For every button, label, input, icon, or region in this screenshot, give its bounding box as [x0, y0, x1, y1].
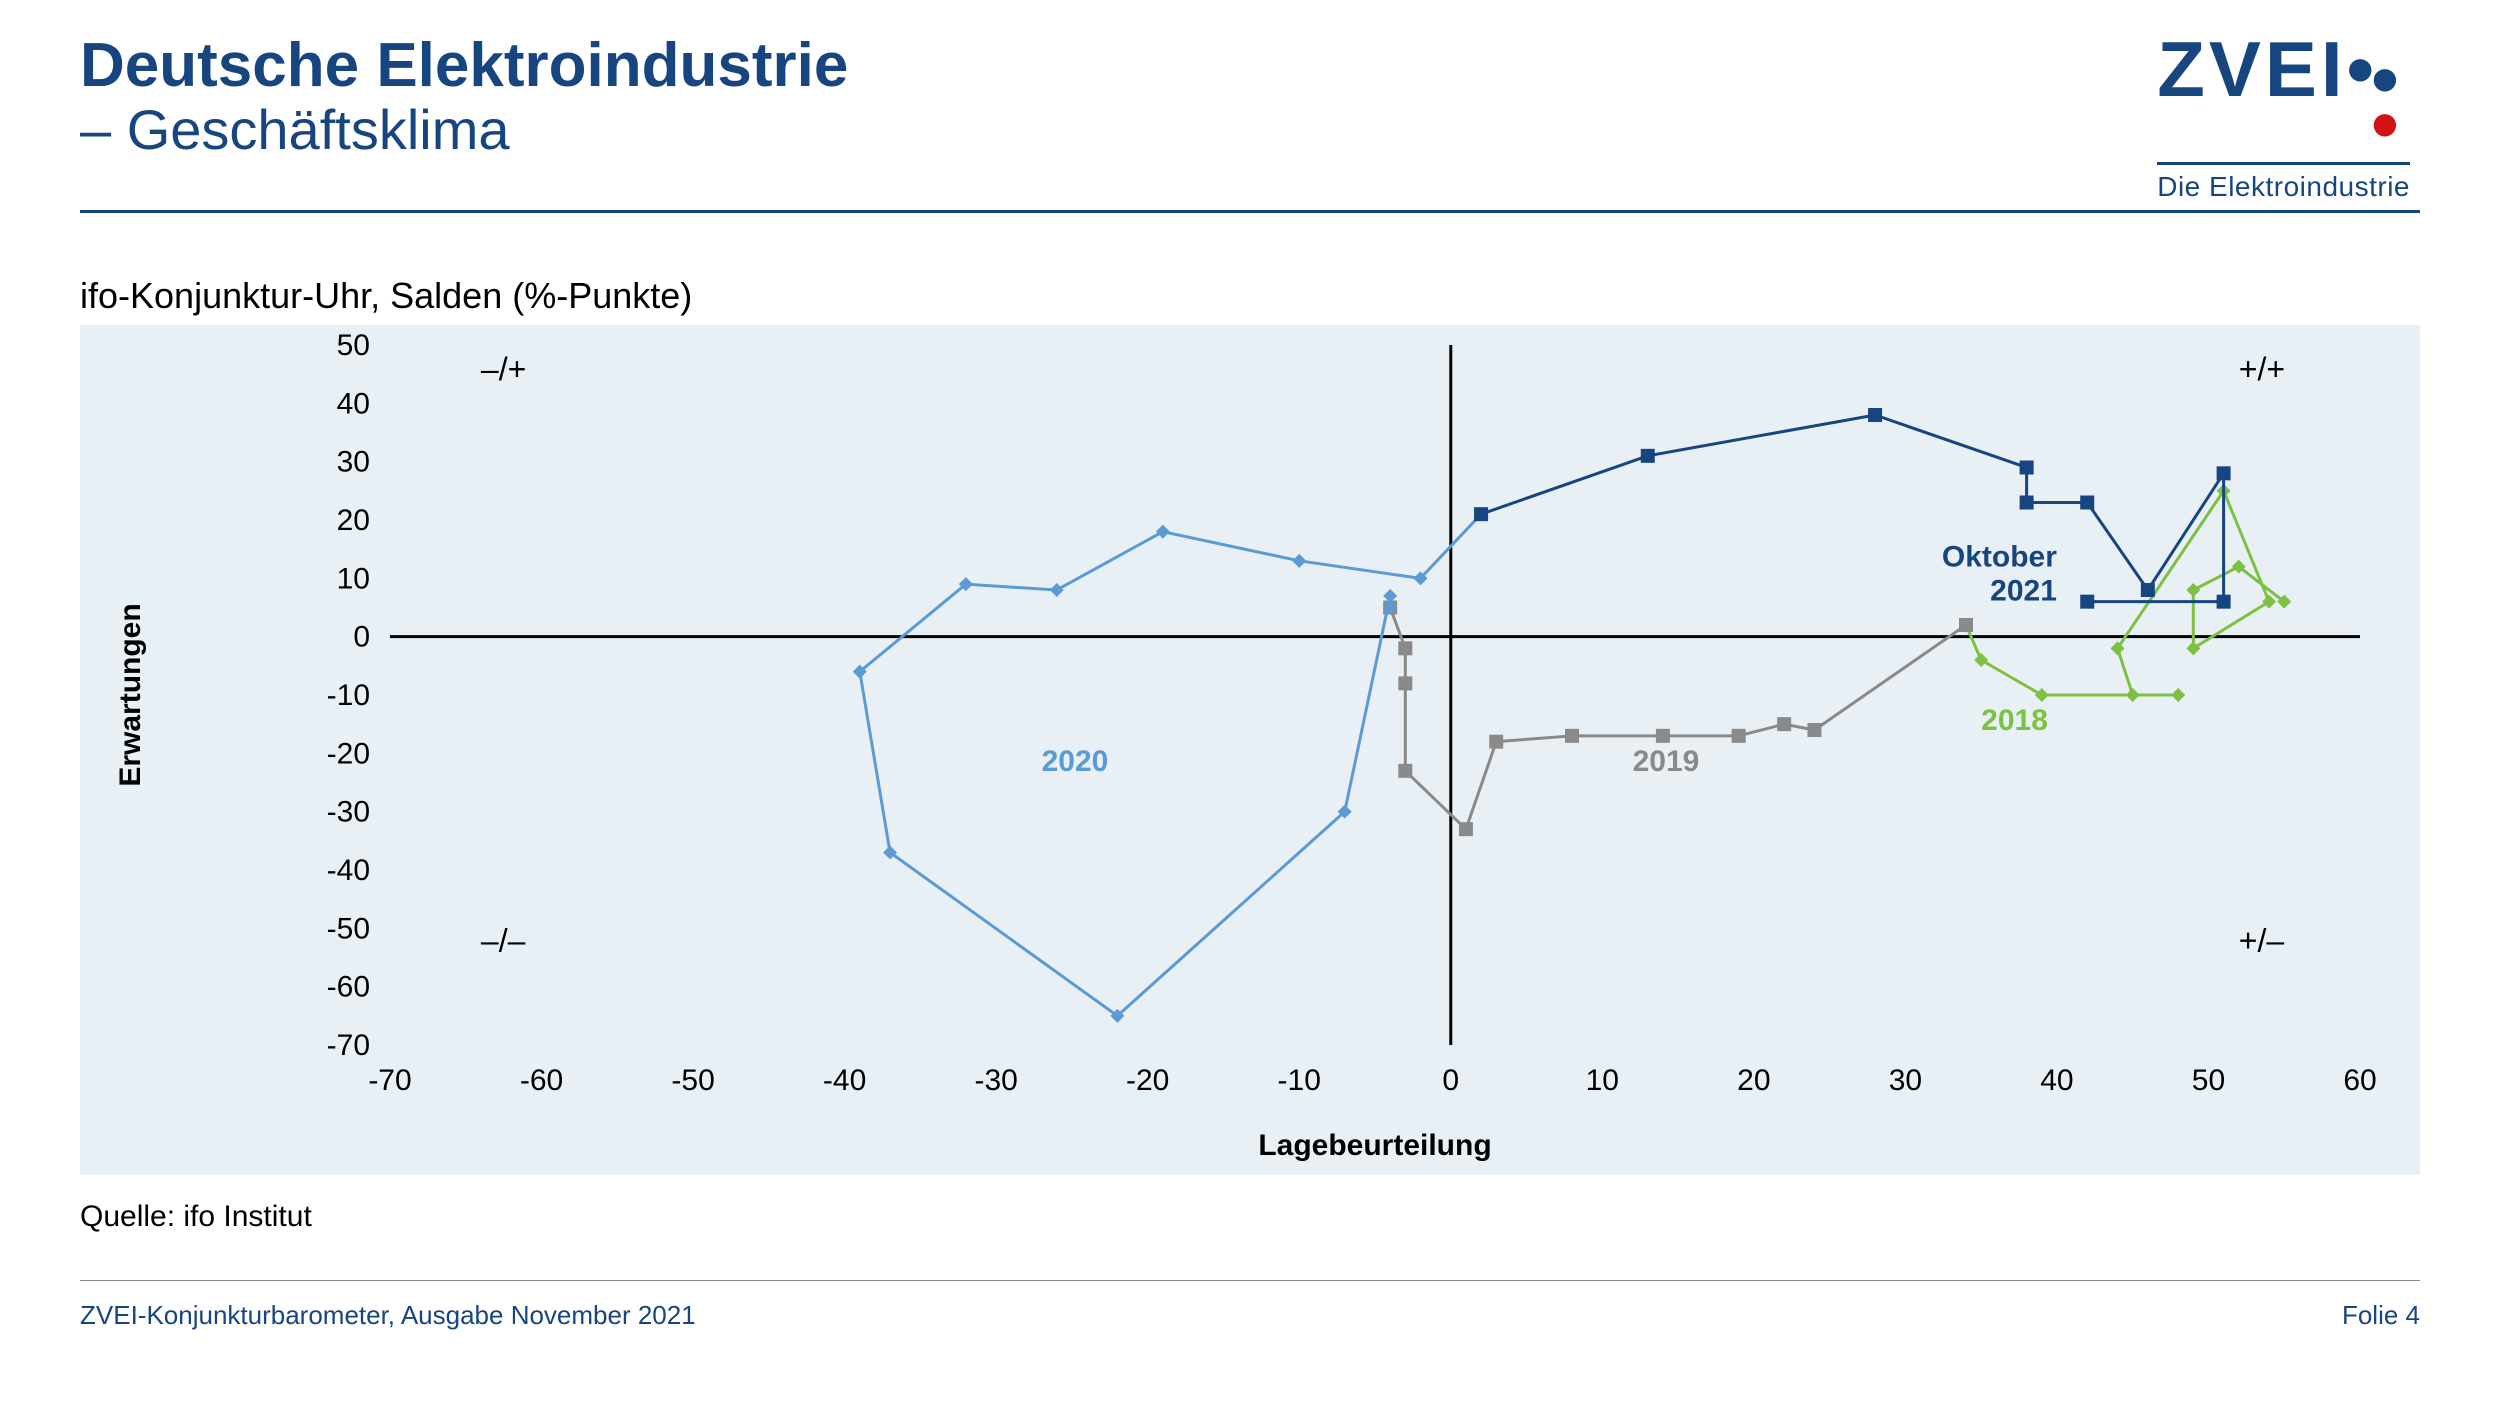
svg-text:-10: -10: [1278, 1064, 1321, 1097]
source-text: Quelle: ifo Institut: [80, 1200, 312, 1234]
svg-text:50: 50: [337, 329, 370, 362]
svg-text:-50: -50: [671, 1064, 714, 1097]
logo-text: ZVEI: [2157, 25, 2346, 113]
title-sub: – Geschäftsklima: [80, 97, 848, 162]
svg-text:Oktober: Oktober: [1942, 541, 2057, 574]
svg-text:-70: -70: [327, 1029, 370, 1062]
svg-text:-10: -10: [327, 679, 370, 712]
svg-text:40: 40: [337, 387, 370, 420]
header-divider: [80, 210, 2420, 213]
svg-text:30: 30: [337, 446, 370, 479]
svg-text:-60: -60: [520, 1064, 563, 1097]
svg-text:-60: -60: [327, 971, 370, 1004]
chart-title: ifo-Konjunktur-Uhr, Salden (%-Punkte): [80, 275, 692, 317]
svg-text:–/+: –/+: [481, 351, 526, 387]
svg-text:2018: 2018: [1981, 704, 2048, 737]
svg-text:30: 30: [1889, 1064, 1922, 1097]
title-main: Deutsche Elektroindustrie: [80, 30, 848, 101]
svg-text:2020: 2020: [1042, 745, 1109, 778]
svg-text:2019: 2019: [1633, 745, 1700, 778]
svg-text:-30: -30: [327, 796, 370, 829]
svg-text:+/–: +/–: [2239, 923, 2285, 959]
svg-text:+/+: +/+: [2239, 351, 2285, 387]
svg-text:-40: -40: [823, 1064, 866, 1097]
svg-text:0: 0: [353, 621, 370, 654]
svg-text:10: 10: [337, 562, 370, 595]
svg-text:60: 60: [2343, 1064, 2376, 1097]
svg-text:Lagebeurteilung: Lagebeurteilung: [1258, 1129, 1491, 1162]
svg-text:2021: 2021: [1990, 575, 2057, 608]
svg-text:-70: -70: [368, 1064, 411, 1097]
chart: -70 -60 -50 -40 -30 -20 -10 0 10 20 30 40 50 -70 -60 -5…: [80, 325, 2420, 1175]
svg-text:Erwartungen: Erwartungen: [114, 603, 147, 786]
logo-subtitle: Die Elektroindustrie: [2157, 162, 2410, 203]
svg-text:-20: -20: [327, 737, 370, 770]
svg-text:40: 40: [2040, 1064, 2073, 1097]
svg-text:20: 20: [1737, 1064, 1770, 1097]
footer-right: Folie 4: [2342, 1300, 2420, 1331]
svg-text:20: 20: [337, 504, 370, 537]
footer-divider: [80, 1280, 2420, 1281]
svg-text:50: 50: [2192, 1064, 2225, 1097]
svg-text:-20: -20: [1126, 1064, 1169, 1097]
svg-text:-50: -50: [327, 912, 370, 945]
svg-text:-40: -40: [327, 854, 370, 887]
footer-left: ZVEI-Konjunkturbarometer, Ausgabe Novemb…: [80, 1300, 696, 1331]
svg-text:0: 0: [1442, 1064, 1459, 1097]
svg-text:10: 10: [1586, 1064, 1619, 1097]
svg-text:–/–: –/–: [481, 923, 526, 959]
logo: ZVEI• • • Die Elektroindustrie: [2157, 30, 2410, 333]
svg-text:-30: -30: [974, 1064, 1017, 1097]
